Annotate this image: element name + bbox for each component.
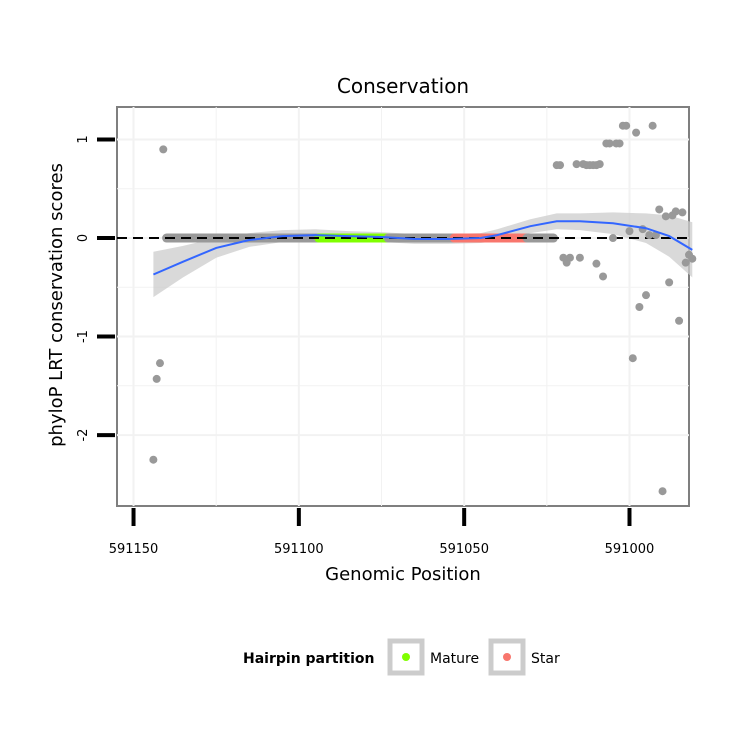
data-point: [159, 145, 168, 154]
data-point: [665, 278, 674, 287]
legend-label-mature: Mature: [430, 651, 479, 667]
data-point: [628, 354, 637, 363]
data-point: [625, 227, 634, 236]
data-point: [599, 272, 608, 281]
data-point: [632, 128, 641, 137]
smooth-line: [153, 220, 693, 276]
data-point: [681, 258, 690, 267]
data-point: [661, 212, 670, 221]
x-tick-label: 591150: [109, 542, 159, 557]
data-point: [149, 455, 158, 464]
x-tick-label: 591100: [274, 542, 324, 557]
data-point: [572, 160, 581, 169]
y-tick-label: -1: [76, 330, 91, 343]
data-point: [622, 121, 631, 130]
data-point: [655, 205, 664, 214]
x-axis-label: Genomic Position: [325, 564, 481, 585]
data-point: [645, 231, 654, 240]
chart-title: Conservation: [337, 74, 469, 98]
data-point: [608, 234, 617, 243]
y-tick-label: 0: [76, 234, 91, 242]
grid-lines: [117, 107, 689, 506]
x-tick-label: 591050: [439, 542, 489, 557]
data-points: [149, 121, 697, 496]
y-axis-label: phyloP LRT conservation scores: [46, 163, 67, 447]
data-point: [658, 487, 667, 496]
x-tick-label: 591000: [605, 542, 655, 557]
data-point: [152, 374, 161, 383]
data-point: [642, 291, 651, 300]
data-point: [615, 139, 624, 148]
legend-swatch-mature: [402, 653, 410, 661]
plot-panel: [116, 106, 690, 507]
data-point: [155, 359, 164, 368]
y-tick-label: 1: [76, 135, 91, 143]
data-point: [565, 253, 574, 262]
data-point: [678, 208, 687, 217]
data-point: [575, 253, 584, 262]
legend-swatch-star: [503, 653, 511, 661]
data-point: [648, 121, 657, 130]
data-point: [592, 259, 601, 268]
x-axis: 591150 591100 591050 591000: [109, 508, 655, 557]
data-point: [556, 161, 565, 170]
data-point: [605, 139, 614, 148]
data-point: [595, 160, 604, 169]
legend-label-star: Star: [531, 651, 560, 667]
data-point: [635, 302, 644, 311]
y-axis: 1 0 -1 -2: [76, 135, 115, 442]
legend-title: Hairpin partition: [243, 651, 374, 667]
data-point: [688, 254, 697, 263]
data-point: [675, 316, 684, 325]
data-point: [671, 207, 680, 216]
legend: Hairpin partition Mature Star: [243, 638, 560, 676]
y-tick-label: -2: [76, 429, 91, 442]
